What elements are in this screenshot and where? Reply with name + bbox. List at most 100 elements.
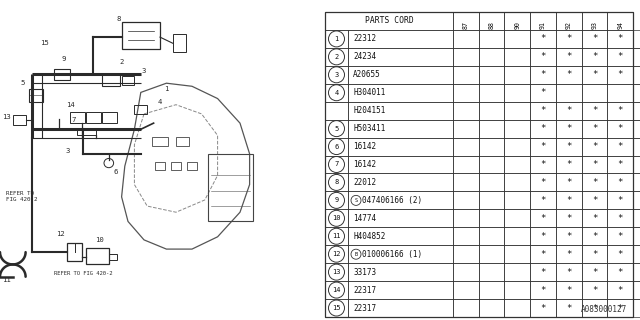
Text: *: *	[592, 214, 597, 223]
Bar	[453, 299, 479, 317]
Bar	[325, 138, 348, 156]
Bar	[479, 209, 504, 227]
Bar	[504, 263, 530, 281]
Text: 22012: 22012	[353, 178, 376, 187]
Text: 10: 10	[95, 237, 104, 243]
Bar	[530, 191, 556, 209]
Bar	[582, 281, 607, 299]
Bar	[504, 281, 530, 299]
Text: *: *	[618, 106, 623, 115]
Bar	[582, 209, 607, 227]
Bar	[607, 30, 633, 48]
Text: *: *	[540, 304, 546, 313]
Bar	[453, 102, 479, 120]
Text: *: *	[592, 196, 597, 205]
Text: 91: 91	[540, 21, 546, 29]
Bar	[556, 227, 582, 245]
Bar	[29, 89, 44, 102]
Text: 10: 10	[332, 215, 340, 221]
Bar	[556, 299, 582, 317]
Text: *: *	[540, 250, 546, 259]
Text: 3: 3	[65, 148, 69, 154]
Bar	[134, 105, 147, 114]
Bar	[633, 245, 640, 263]
Bar	[582, 227, 607, 245]
Text: *: *	[566, 160, 572, 169]
Text: *: *	[540, 35, 546, 44]
Bar	[530, 263, 556, 281]
Text: 88: 88	[488, 21, 495, 29]
Bar	[633, 227, 640, 245]
Text: *: *	[540, 52, 546, 61]
Bar	[453, 281, 479, 299]
Bar	[325, 66, 348, 84]
Bar	[582, 102, 607, 120]
Bar	[530, 281, 556, 299]
Bar	[70, 112, 85, 123]
Bar	[556, 84, 582, 102]
Text: 22317: 22317	[353, 304, 376, 313]
Bar	[453, 263, 479, 281]
Text: *: *	[592, 70, 597, 79]
Text: 11: 11	[332, 233, 340, 239]
Bar	[530, 66, 556, 84]
Text: *: *	[592, 304, 597, 313]
Text: *: *	[592, 124, 597, 133]
Text: 5: 5	[20, 80, 24, 86]
Text: 8: 8	[116, 16, 120, 22]
Text: *: *	[566, 304, 572, 313]
Text: 16142: 16142	[353, 142, 376, 151]
Bar	[504, 66, 530, 84]
Bar	[633, 191, 640, 209]
Text: *: *	[566, 52, 572, 61]
Bar	[582, 245, 607, 263]
Bar	[102, 112, 116, 123]
Text: *: *	[618, 52, 623, 61]
Bar	[633, 30, 640, 48]
Bar	[479, 84, 504, 102]
Bar	[348, 66, 453, 84]
Text: *: *	[592, 52, 597, 61]
Bar	[479, 191, 504, 209]
Text: *: *	[618, 160, 623, 169]
Text: 9: 9	[62, 56, 66, 62]
Bar	[504, 138, 530, 156]
Bar	[348, 48, 453, 66]
Bar	[582, 191, 607, 209]
Text: 2: 2	[120, 59, 124, 65]
Bar	[582, 48, 607, 66]
Bar	[325, 48, 348, 66]
Text: 2: 2	[334, 54, 339, 60]
Text: *: *	[566, 214, 572, 223]
Bar	[633, 48, 640, 66]
Bar	[582, 30, 607, 48]
Text: *: *	[618, 35, 623, 44]
Bar	[348, 138, 453, 156]
Bar	[325, 156, 348, 173]
Bar	[530, 156, 556, 173]
Bar	[530, 12, 556, 30]
Bar	[479, 120, 504, 138]
Bar	[607, 84, 633, 102]
Bar	[348, 173, 453, 191]
Bar	[348, 191, 453, 209]
Bar	[582, 84, 607, 102]
Bar	[633, 263, 640, 281]
Bar	[453, 209, 479, 227]
Bar	[530, 84, 556, 102]
Text: *: *	[592, 142, 597, 151]
Text: *: *	[618, 268, 623, 277]
Text: 92: 92	[566, 21, 572, 29]
Text: 1: 1	[334, 36, 339, 42]
Text: 13: 13	[2, 114, 11, 120]
Text: 33173: 33173	[353, 268, 376, 277]
Bar	[54, 69, 70, 80]
Bar	[530, 120, 556, 138]
Text: *: *	[566, 285, 572, 295]
Bar	[607, 191, 633, 209]
Text: *: *	[618, 304, 623, 313]
Text: *: *	[566, 35, 572, 44]
Bar	[530, 245, 556, 263]
Bar	[633, 120, 640, 138]
Text: *: *	[592, 160, 597, 169]
